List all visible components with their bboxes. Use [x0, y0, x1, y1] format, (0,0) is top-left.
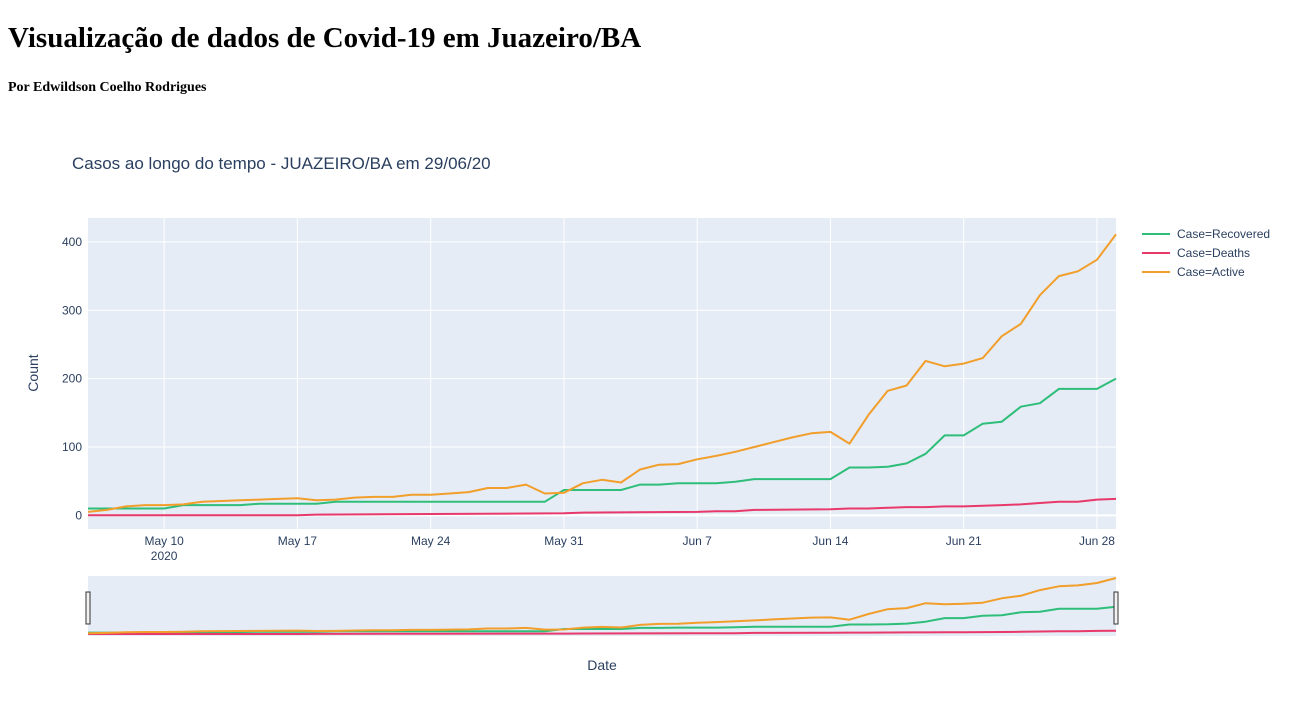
- y-axis-ticks: 0 100 200 300 400: [62, 235, 82, 522]
- legend: Case=Recovered Case=Deaths Case=Active: [1142, 227, 1270, 279]
- series-line-deaths[interactable]: [88, 497, 1117, 517]
- x-tick-label: May 17: [278, 534, 318, 548]
- gridlines: [88, 218, 1116, 529]
- range-slider-series: [87, 577, 1117, 635]
- legend-item-active[interactable]: Case=Active: [1142, 265, 1245, 279]
- x-tick-sublabel: 2020: [151, 549, 178, 563]
- x-tick-label: Jun 21: [946, 534, 982, 548]
- legend-item-deaths[interactable]: Case=Deaths: [1142, 246, 1250, 260]
- page-title: Visualização de dados de Covid-19 em Jua…: [8, 22, 642, 54]
- chart-title: Casos ao longo do tempo - JUAZEIRO/BA em…: [72, 154, 491, 173]
- series-line-recovered[interactable]: [88, 377, 1117, 510]
- range-slider-right-handle[interactable]: [1113, 591, 1119, 625]
- y-tick-label: 200: [62, 372, 82, 386]
- series-line-active[interactable]: [87, 233, 1117, 513]
- x-tick-label: Jun 14: [812, 534, 848, 548]
- range-slider-left-handle[interactable]: [85, 591, 91, 625]
- plot-area: [88, 218, 1116, 529]
- x-tick-label: May 24: [411, 534, 451, 548]
- legend-label: Case=Recovered: [1177, 227, 1270, 241]
- slider-line-deaths: [88, 629, 1117, 635]
- x-tick-label: May 10: [144, 534, 184, 548]
- y-axis-label: Count: [25, 354, 41, 391]
- slider-line-active: [87, 577, 1117, 635]
- y-tick-label: 300: [62, 303, 82, 317]
- x-tick-label: Jun 28: [1079, 534, 1115, 548]
- x-axis-label: Date: [587, 657, 617, 673]
- legend-item-recovered[interactable]: Case=Recovered: [1142, 227, 1270, 241]
- y-tick-label: 0: [75, 508, 82, 522]
- y-tick-label: 400: [62, 235, 82, 249]
- y-tick-label: 100: [62, 440, 82, 454]
- page-subtitle: Por Edwildson Coelho Rodrigues: [8, 80, 207, 95]
- legend-label: Case=Deaths: [1177, 246, 1250, 260]
- x-tick-label: Jun 7: [683, 534, 713, 548]
- legend-label: Case=Active: [1177, 265, 1245, 279]
- x-tick-label: May 31: [544, 534, 584, 548]
- series-lines: [87, 233, 1117, 517]
